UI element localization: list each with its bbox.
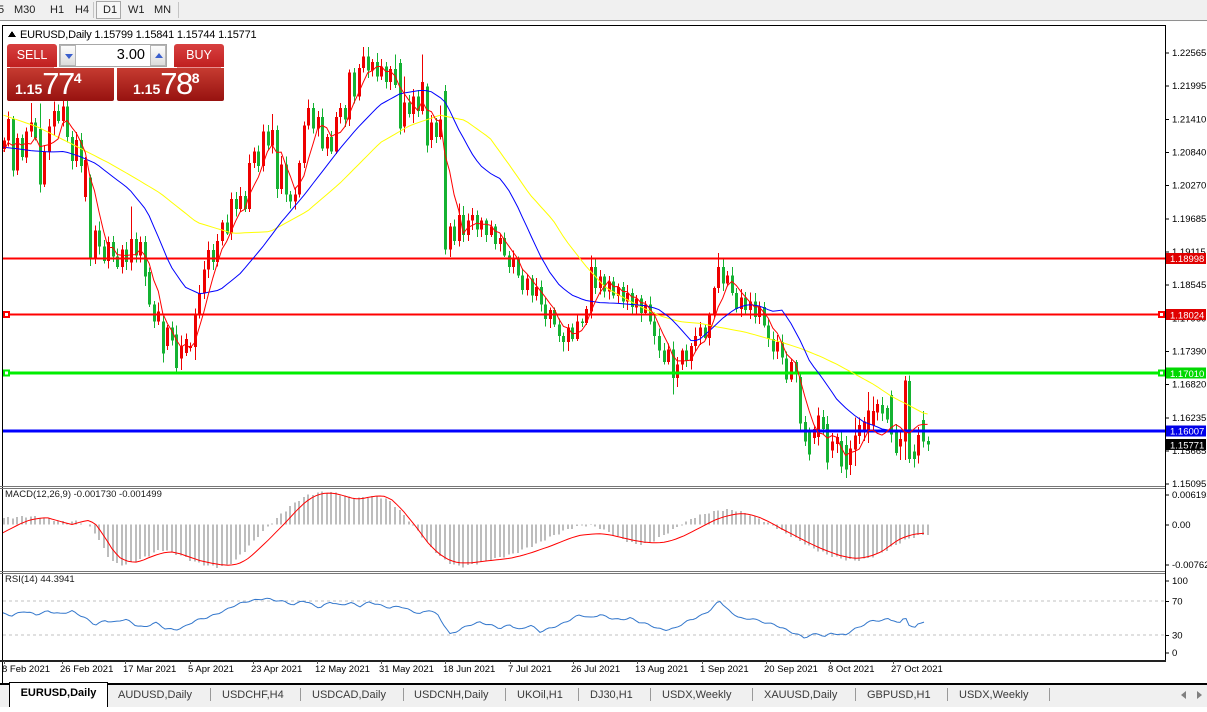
svg-text:8 Oct 2021: 8 Oct 2021	[828, 664, 874, 675]
svg-text:1.15095: 1.15095	[1172, 479, 1206, 490]
svg-text:1.18998: 1.18998	[1170, 254, 1204, 265]
svg-text:13 Aug 2021: 13 Aug 2021	[635, 664, 688, 675]
svg-text:31 May 2021: 31 May 2021	[379, 664, 434, 675]
svg-text:1.20840: 1.20840	[1172, 148, 1206, 159]
svg-text:1.18024: 1.18024	[1170, 310, 1204, 321]
svg-text:1.17390: 1.17390	[1172, 347, 1206, 358]
svg-text:0: 0	[1172, 648, 1177, 659]
svg-text:0.006193: 0.006193	[1172, 490, 1207, 501]
svg-text:1.18545: 1.18545	[1172, 280, 1206, 291]
svg-text:1.19685: 1.19685	[1172, 214, 1206, 225]
svg-text:7 Jul 2021: 7 Jul 2021	[508, 664, 552, 675]
svg-text:20 Sep 2021: 20 Sep 2021	[764, 664, 818, 675]
svg-text:18 Jun 2021: 18 Jun 2021	[443, 664, 495, 675]
svg-text:100: 100	[1172, 576, 1188, 587]
svg-text:17 Mar 2021: 17 Mar 2021	[123, 664, 176, 675]
svg-text:MACD(12,26,9) -0.001730 -0.001: MACD(12,26,9) -0.001730 -0.001499	[5, 489, 162, 500]
svg-text:12 May 2021: 12 May 2021	[315, 664, 370, 675]
svg-text:0.00: 0.00	[1172, 520, 1191, 531]
svg-text:26 Jul 2021: 26 Jul 2021	[571, 664, 620, 675]
svg-text:30: 30	[1172, 631, 1183, 642]
svg-text:RSI(14) 44.3941: RSI(14) 44.3941	[5, 574, 75, 585]
svg-text:1.22565: 1.22565	[1172, 48, 1206, 59]
svg-text:1 Sep 2021: 1 Sep 2021	[700, 664, 749, 675]
svg-text:1.16235: 1.16235	[1172, 413, 1206, 424]
svg-text:1.16007: 1.16007	[1170, 427, 1204, 438]
svg-text:1.16820: 1.16820	[1172, 380, 1206, 391]
svg-text:1.21995: 1.21995	[1172, 81, 1206, 92]
svg-text:EURUSD,Daily 1.15799 1.15841: EURUSD,Daily 1.15799 1.15841 1.15744 1.1…	[20, 29, 257, 41]
svg-text:8 Feb 2021: 8 Feb 2021	[2, 664, 50, 675]
svg-text:1.15665: 1.15665	[1172, 446, 1206, 457]
svg-text:26 Feb 2021: 26 Feb 2021	[60, 664, 113, 675]
svg-text:1.21410: 1.21410	[1172, 115, 1206, 126]
svg-text:23 Apr 2021: 23 Apr 2021	[251, 664, 302, 675]
svg-text:70: 70	[1172, 597, 1183, 608]
svg-text:27 Oct 2021: 27 Oct 2021	[891, 664, 943, 675]
svg-text:1.17010: 1.17010	[1170, 369, 1204, 380]
svg-text:1.20270: 1.20270	[1172, 180, 1206, 191]
svg-text:1.15771: 1.15771	[1170, 440, 1204, 451]
svg-text:1.19115: 1.19115	[1172, 247, 1206, 258]
svg-text:5 Apr 2021: 5 Apr 2021	[188, 664, 234, 675]
